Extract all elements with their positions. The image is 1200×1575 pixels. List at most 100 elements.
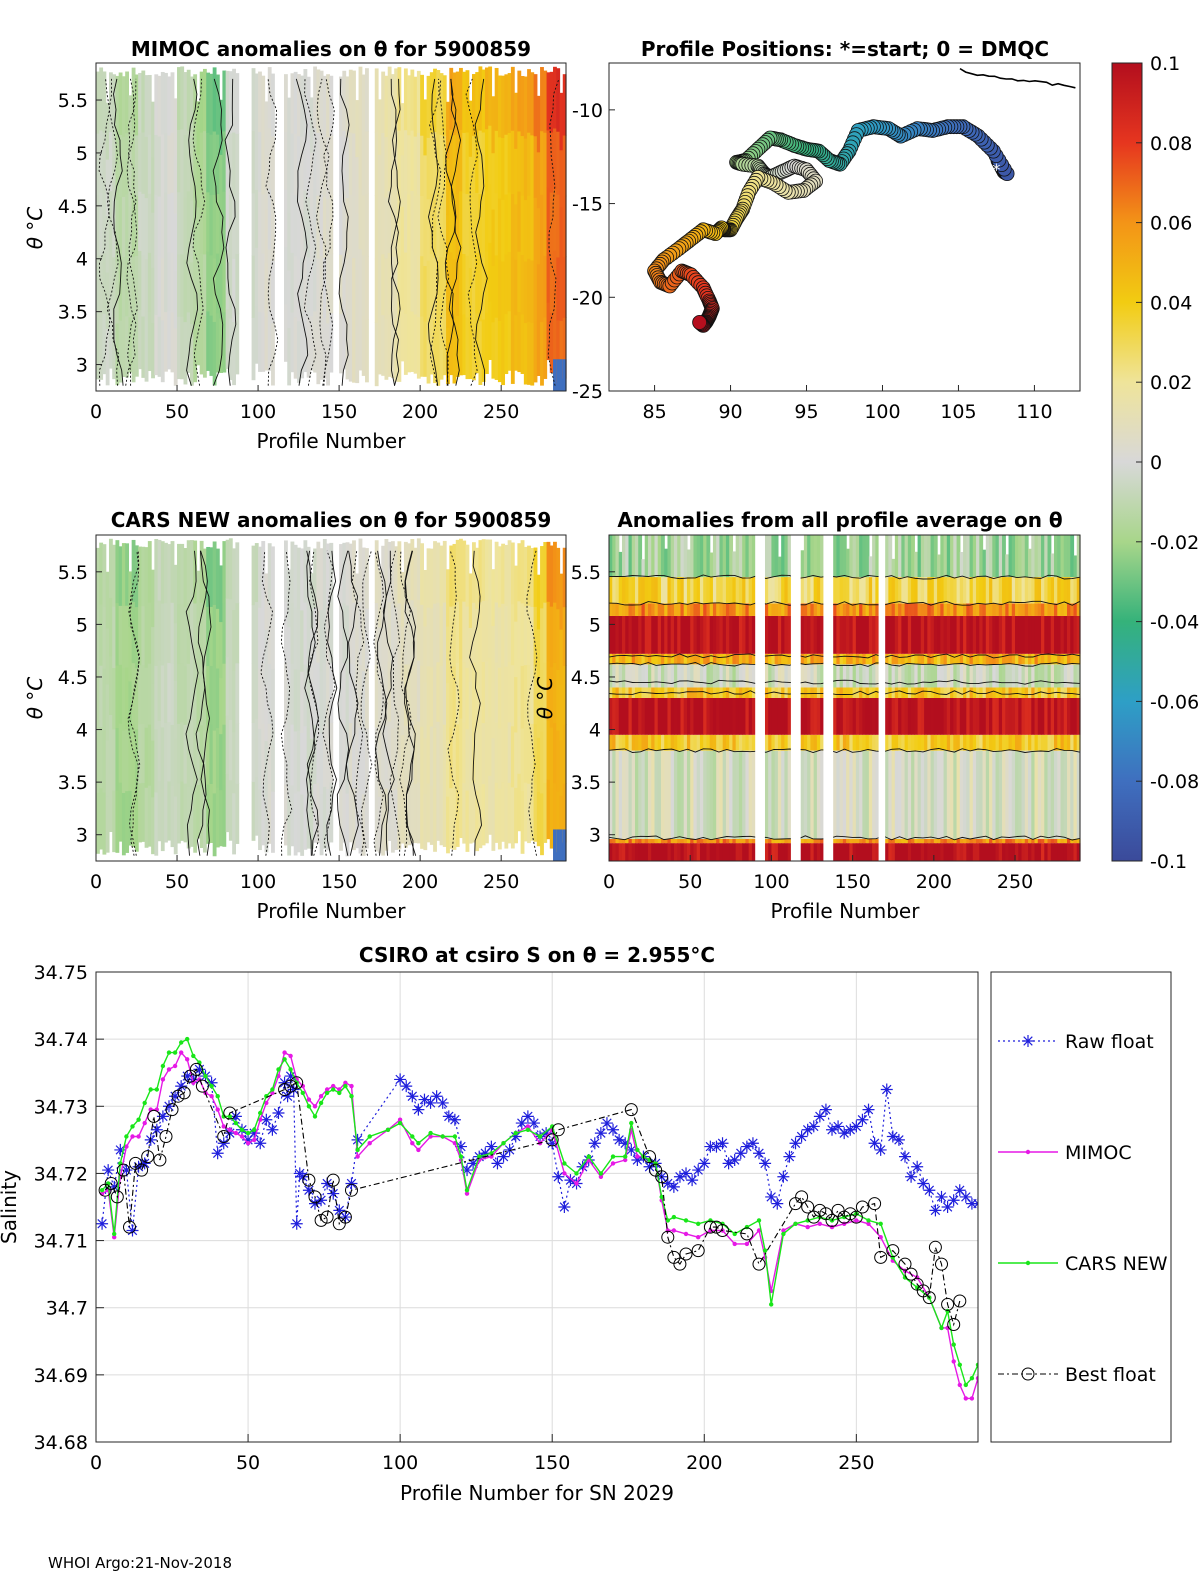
- heatmap-cell: [151, 212, 155, 268]
- heatmap-cell: [384, 318, 389, 380]
- heatmap-cell: [102, 668, 107, 731]
- heatmap-cell: [316, 69, 321, 133]
- heatmap-cell: [989, 577, 993, 604]
- heatmap-cell: [683, 687, 688, 698]
- heatmap-cell: [751, 615, 756, 654]
- heatmap-cell: [625, 838, 630, 844]
- heatmap-cell: [459, 252, 463, 314]
- heatmap-cell: [1015, 653, 1019, 665]
- heatmap-cell: [157, 720, 162, 782]
- heatmap-cell: [612, 838, 617, 844]
- heatmap-cell: [660, 734, 665, 751]
- heatmap-cell: [439, 665, 444, 726]
- heatmap-cell: [898, 838, 902, 844]
- heatmap-cell: [836, 615, 841, 654]
- heatmap-cell: [1076, 664, 1081, 688]
- heatmap-cell: [225, 189, 230, 250]
- heatmap-cell: [644, 653, 649, 665]
- heatmap-cell: [125, 790, 130, 853]
- data-point: [527, 1117, 540, 1130]
- heatmap-cell: [484, 660, 489, 723]
- data-point: [349, 1083, 354, 1089]
- heatmap-cell: [384, 257, 389, 320]
- heatmap-cell: [403, 313, 408, 375]
- heatmap-cell: [164, 782, 168, 843]
- heatmap-cell: [381, 132, 386, 194]
- heatmap-cell: [719, 653, 724, 665]
- heatmap-cell: [167, 780, 172, 841]
- heatmap-cell: [836, 734, 841, 751]
- heatmap-cell: [979, 838, 984, 844]
- heatmap-cell: [930, 664, 935, 688]
- heatmap-cell: [615, 687, 620, 698]
- heatmap-cell: [507, 191, 512, 252]
- heatmap-cell: [904, 653, 909, 665]
- salinity-axes: 0 50 100 150 200 25034.6834.6934.734.7134.723…: [34, 962, 979, 1474]
- heatmap-cell: [907, 535, 912, 578]
- heatmap-cell: [716, 750, 721, 839]
- heatmap-cell: [654, 687, 659, 698]
- heatmap-cell: [527, 605, 531, 665]
- heatmap-cell: [911, 734, 915, 751]
- data-point: [185, 1036, 190, 1042]
- heatmap-cell: [316, 320, 321, 385]
- y-tick-label: 3: [76, 355, 88, 377]
- x-tick-label: 110: [1016, 401, 1052, 423]
- heatmap-cell: [972, 615, 977, 654]
- heatmap-cell: [946, 535, 951, 578]
- heatmap-cell: [228, 719, 233, 781]
- heatmap-cell: [609, 843, 613, 861]
- heatmap-cell: [634, 535, 639, 578]
- heatmap-cell: [800, 615, 805, 654]
- heatmap-cell: [1076, 838, 1081, 844]
- heatmap-cell: [1011, 603, 1016, 616]
- data-point: [1025, 1149, 1031, 1155]
- heatmap-cell: [215, 608, 220, 669]
- heatmap-cell: [953, 577, 958, 604]
- heatmap-cell: [193, 727, 198, 791]
- heatmap-cell: [186, 130, 191, 192]
- heatmap-cell: [735, 535, 740, 578]
- heatmap-cell: [319, 70, 324, 133]
- heatmap-cell: [342, 602, 347, 664]
- heatmap-cell: [745, 664, 750, 688]
- heatmap-cell: [777, 698, 782, 735]
- heatmap-cell: [628, 750, 633, 839]
- heatmap-cell: [154, 791, 159, 856]
- contour-line: [316, 78, 330, 386]
- y-tick-label: 34.7: [46, 1298, 88, 1320]
- heatmap-cell: [309, 573, 314, 629]
- heatmap-cell: [284, 662, 288, 724]
- heatmap-cell: [157, 135, 162, 197]
- heatmap-cell: [868, 615, 873, 654]
- heatmap-cell: [1041, 615, 1045, 654]
- heatmap-cell: [553, 782, 557, 844]
- heatmap-cell: [348, 131, 353, 195]
- heatmap-cell: [677, 664, 682, 688]
- heatmap-cell: [465, 316, 470, 380]
- heatmap-cell: [865, 615, 870, 654]
- heatmap-cell: [634, 843, 639, 861]
- heatmap-cell: [112, 606, 117, 669]
- data-point: [217, 1137, 230, 1150]
- heatmap-cell: [293, 71, 298, 134]
- heatmap-cell: [1021, 653, 1026, 665]
- heatmap-cell: [374, 602, 379, 666]
- heatmap-cell: [407, 75, 412, 136]
- heatmap-cell: [927, 603, 932, 616]
- heatmap-cell: [836, 535, 841, 578]
- heatmap-cell: [982, 603, 987, 616]
- heatmap-cell: [491, 569, 496, 626]
- heatmap-cell: [696, 535, 701, 578]
- heatmap-cell: [709, 838, 714, 844]
- heatmap-cell: [966, 653, 971, 665]
- heatmap-cell: [358, 727, 363, 791]
- heatmap-cell: [914, 750, 919, 839]
- heatmap-cell: [924, 687, 928, 698]
- heatmap-cell: [612, 535, 617, 578]
- heatmap-cell: [436, 70, 441, 134]
- heatmap-cell: [413, 195, 418, 256]
- heatmap-cell: [157, 196, 162, 257]
- heatmap-cell: [833, 653, 837, 665]
- heatmap-cell: [703, 687, 708, 698]
